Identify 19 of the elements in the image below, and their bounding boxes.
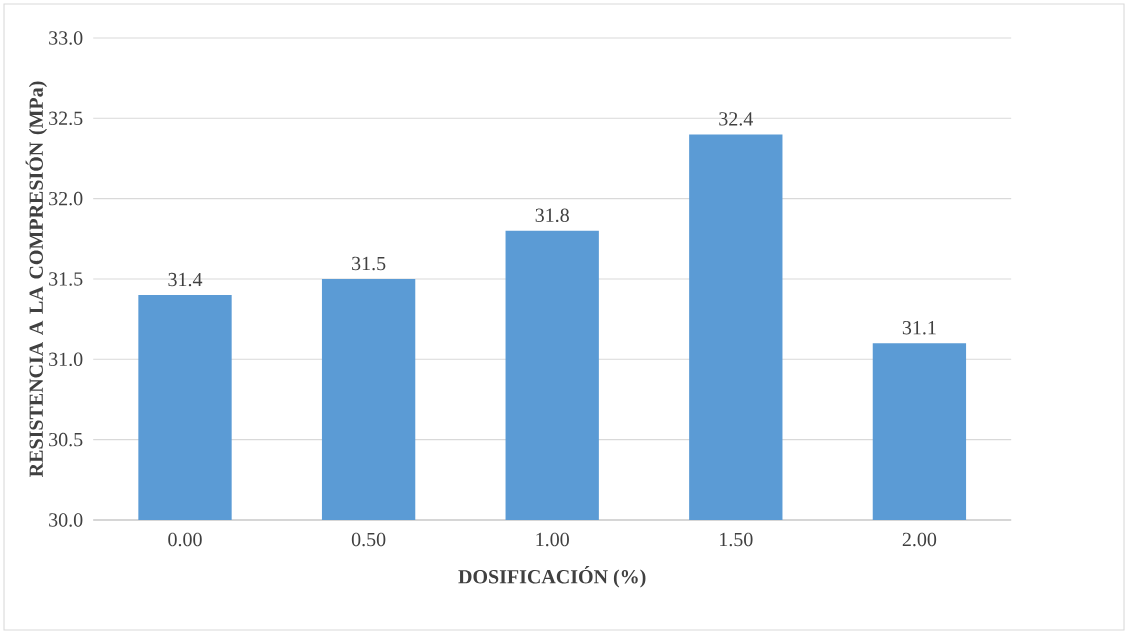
y-tick-label: 30.0 <box>49 513 83 527</box>
data-label: 31.5 <box>352 256 386 271</box>
y-tick-label: 32.0 <box>49 191 83 206</box>
data-label: 32.4 <box>719 112 753 126</box>
x-tick-label: 1.50 <box>720 532 753 547</box>
x-tick-label: 0.50 <box>351 532 386 547</box>
y-tick-label: 32.5 <box>49 111 83 126</box>
x-tick-label: 0.00 <box>168 532 202 547</box>
y-axis-title: RESISTENCIA A LA COMPRESIÓN (MPa) <box>25 81 48 477</box>
data-label: 31.1 <box>902 321 936 335</box>
data-label: 31.4 <box>168 272 203 287</box>
x-axis-title: DOSIFICACIÓN (%) <box>458 566 646 588</box>
y-tick-label: 30.5 <box>49 432 83 447</box>
y-tick-label: 31.5 <box>49 272 83 286</box>
data-label: 31.8 <box>535 208 569 223</box>
x-tick-label: 1.00 <box>536 532 569 547</box>
y-tick-label: 33.0 <box>49 31 83 45</box>
x-tick-label: 2.00 <box>902 532 937 547</box>
y-tick-label: 31.0 <box>49 352 83 367</box>
